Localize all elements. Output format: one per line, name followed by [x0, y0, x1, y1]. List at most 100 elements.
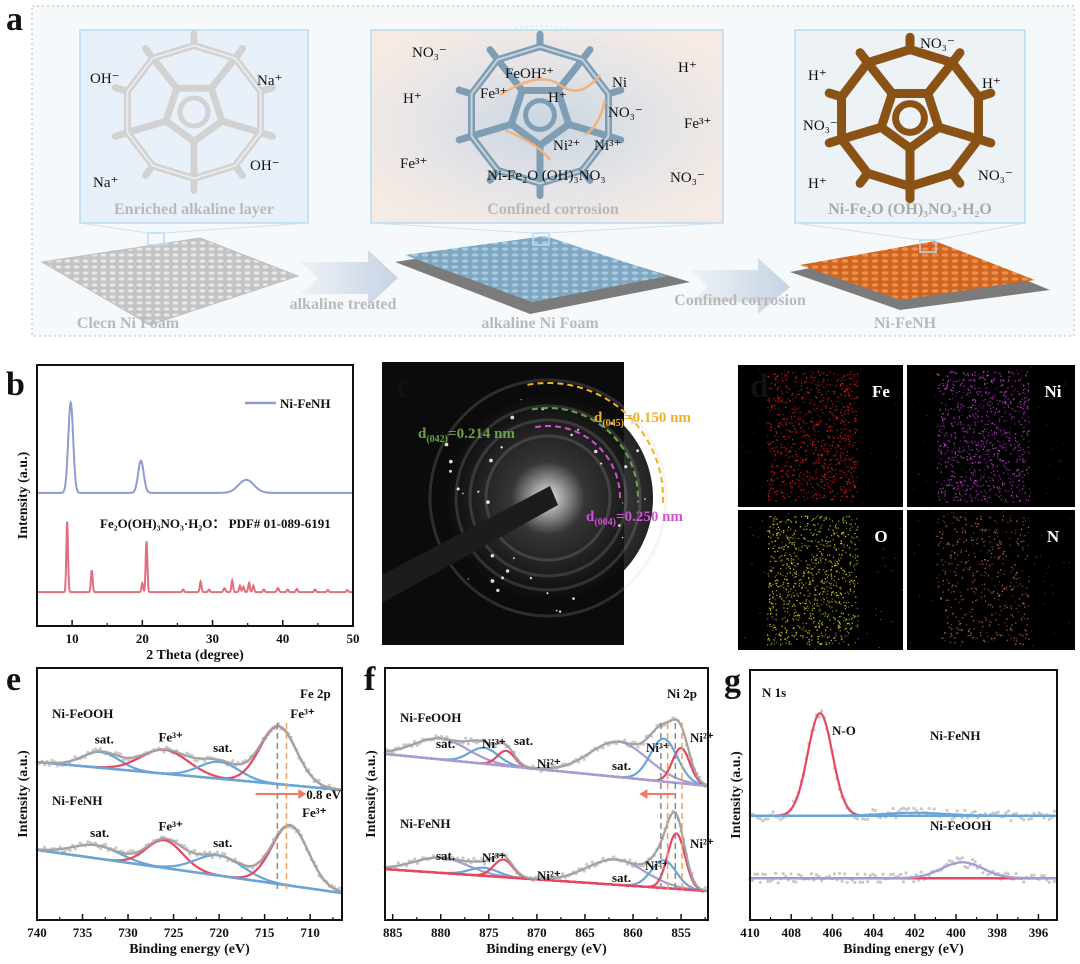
eds-signal-dot	[832, 475, 835, 477]
eds-signal-dot	[953, 499, 955, 502]
eds-signal-dot	[810, 572, 812, 574]
eds-signal-dot	[802, 396, 804, 398]
ion-label: FeOH²⁺	[505, 66, 554, 82]
eds-signal-dot	[971, 406, 973, 408]
eds-signal-dot	[975, 538, 978, 541]
data-point	[860, 817, 865, 821]
eds-signal-dot	[788, 513, 790, 515]
eds-signal-dot	[1010, 402, 1012, 405]
eds-signal-dot	[785, 401, 787, 404]
data-point	[904, 807, 908, 812]
peak-label: sat.	[612, 758, 631, 773]
eds-signal-dot	[770, 602, 773, 605]
eds-signal-dot	[996, 634, 998, 636]
eds-signal-dot	[808, 410, 810, 412]
eds-signal-dot	[1007, 404, 1009, 406]
eds-signal-dot	[818, 423, 820, 425]
eds-signal-dot	[805, 569, 807, 572]
x-tick-label: 740	[27, 925, 47, 940]
eds-signal-dot	[1019, 643, 1021, 645]
data-point	[63, 849, 67, 854]
eds-signal-dot	[957, 406, 959, 408]
eds-signal-dot	[821, 494, 824, 496]
eds-signal-dot	[955, 572, 958, 574]
eds-signal-dot	[789, 435, 792, 437]
eds-signal-dot	[834, 617, 837, 619]
eds-signal-dot	[792, 634, 794, 637]
eds-signal-dot	[806, 482, 808, 484]
eds-signal-dot	[793, 474, 796, 476]
eds-signal-dot	[1023, 430, 1025, 433]
eds-signal-dot	[1026, 396, 1028, 399]
eds-signal-dot	[973, 469, 976, 471]
eds-signal-dot	[997, 453, 1000, 455]
eds-signal-dot	[791, 412, 794, 414]
eds-signal-dot	[805, 381, 807, 383]
eds-signal-dot	[997, 623, 1000, 626]
eds-signal-dot	[835, 473, 837, 475]
eds-signal-dot	[1012, 390, 1015, 392]
panel-a-content: OH⁻ Na⁺OH⁻Na⁺Enriched alkaline layerNO₃⁻H…	[40, 30, 1050, 332]
eds-signal-dot	[803, 625, 805, 627]
eds-signal-dot	[843, 570, 845, 572]
eds-signal-dot	[835, 385, 837, 387]
eds-signal-dot	[827, 614, 829, 617]
eds-signal-dot	[1016, 441, 1019, 444]
eds-signal-dot	[1000, 431, 1002, 433]
eds-signal-dot	[790, 446, 793, 449]
eds-signal-dot	[774, 455, 776, 457]
data-point	[919, 870, 924, 874]
eds-signal-dot	[998, 475, 1000, 477]
eds-signal-dot	[834, 526, 836, 529]
eds-signal-dot	[846, 483, 848, 485]
eds-signal-dot	[785, 521, 787, 524]
eds-signal-dot	[837, 578, 840, 580]
eds-signal-dot	[814, 586, 816, 589]
eds-signal-dot	[1007, 406, 1010, 408]
eds-signal-dot	[842, 485, 844, 488]
eds-signal-dot	[944, 631, 947, 634]
eds-signal-dot	[950, 408, 952, 410]
eds-signal-dot	[1003, 440, 1005, 442]
eds-signal-dot	[849, 373, 851, 375]
eds-signal-dot	[946, 382, 948, 384]
eds-signal-dot	[775, 589, 778, 592]
eds-signal-dot	[983, 583, 986, 585]
eds-signal-dot	[831, 467, 833, 469]
eds-signal-dot	[792, 534, 794, 536]
eds-signal-dot	[856, 462, 858, 464]
data-point	[1052, 879, 1057, 884]
eds-signal-dot	[796, 566, 798, 568]
data-point	[182, 844, 187, 848]
eds-signal-dot	[838, 620, 840, 622]
data-point	[761, 872, 765, 876]
eds-signal-dot	[1017, 542, 1019, 545]
eds-signal-dot	[960, 423, 962, 425]
eds-signal-dot	[999, 546, 1001, 549]
eds-signal-dot	[853, 410, 855, 413]
eds-signal-dot	[816, 533, 818, 536]
eds-signal-dot	[936, 373, 938, 375]
eds-signal-dot	[999, 373, 1001, 375]
eds-signal-dot	[780, 373, 783, 375]
eds-signal-dot	[770, 407, 772, 409]
diffraction-spot	[520, 399, 522, 401]
eds-signal-dot	[984, 383, 986, 385]
x-tick-label: 406	[823, 925, 843, 940]
diffraction-spot	[489, 458, 493, 463]
eds-signal-dot	[814, 463, 816, 465]
eds-signal-dot	[815, 447, 817, 449]
eds-signal-dot	[845, 476, 847, 479]
eds-signal-dot	[744, 637, 746, 639]
eds-signal-dot	[806, 471, 809, 473]
eds-signal-dot	[830, 561, 832, 563]
eds-signal-dot	[1014, 437, 1016, 440]
eds-signal-dot	[831, 430, 834, 432]
eds-signal-dot	[964, 530, 966, 532]
data-point	[78, 841, 82, 845]
eds-signal-dot	[771, 616, 774, 618]
eds-signal-dot	[998, 496, 1000, 498]
eds-signal-dot	[855, 463, 858, 465]
eds-signal-dot	[806, 387, 808, 389]
